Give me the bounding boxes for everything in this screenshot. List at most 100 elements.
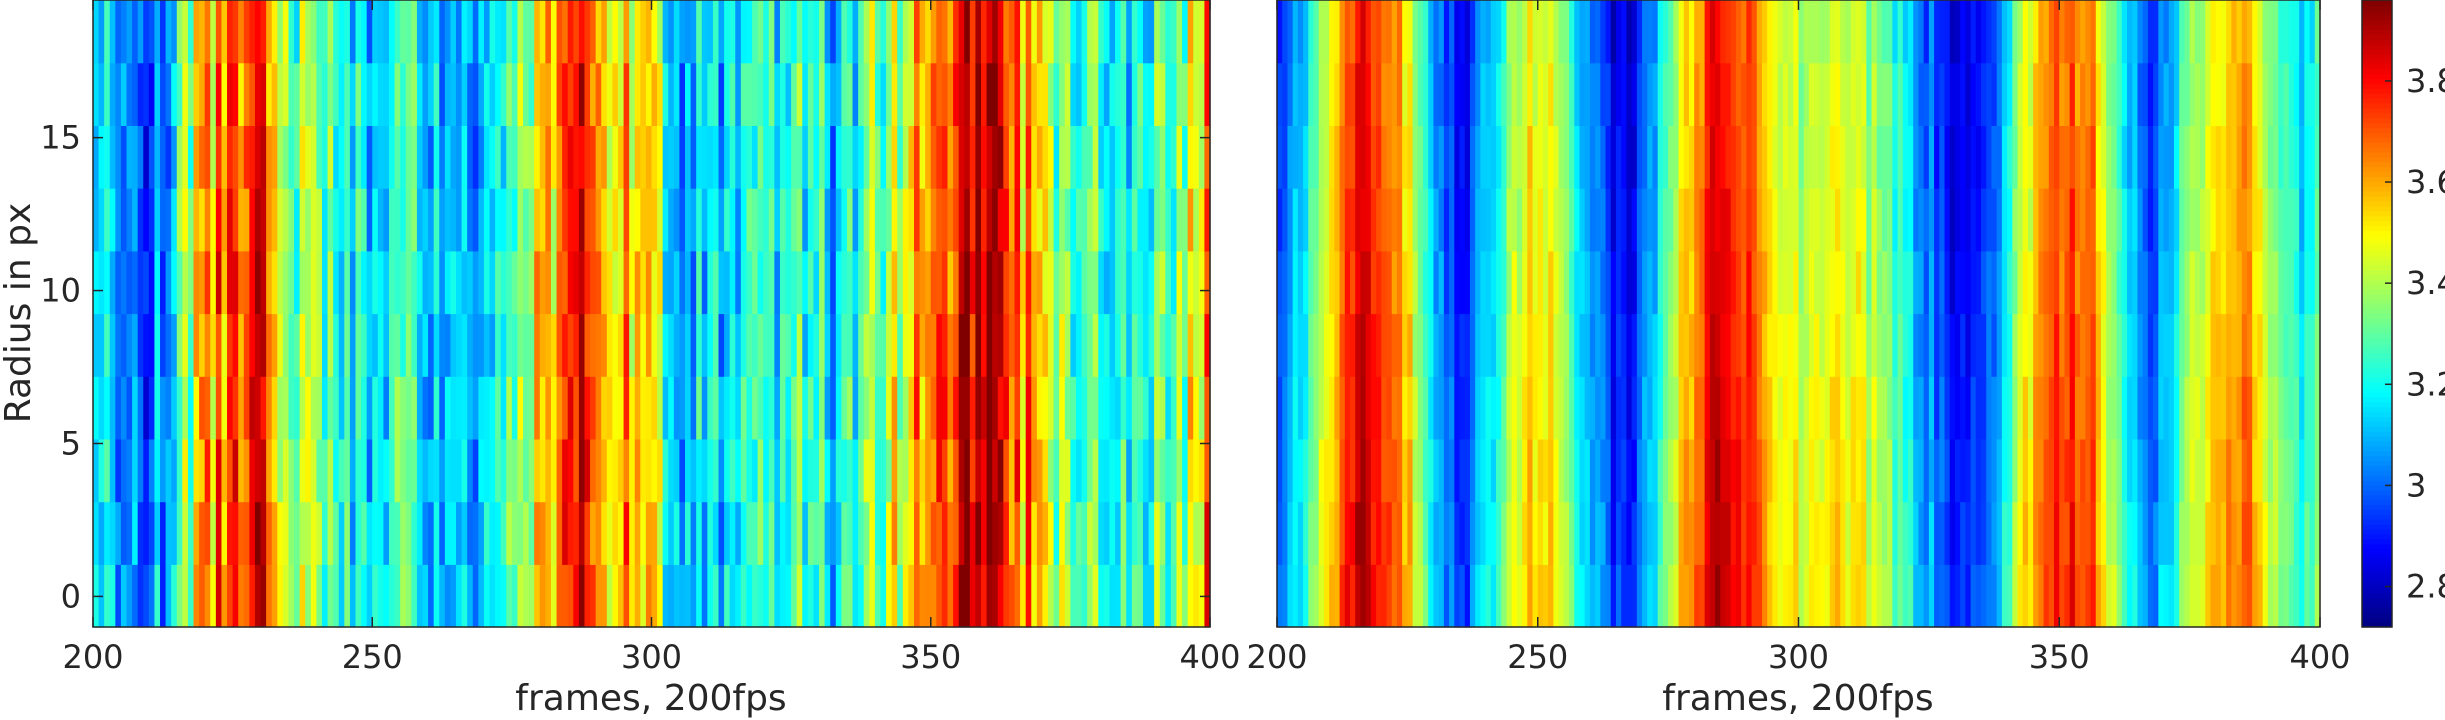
heatmap-cell — [249, 125, 256, 189]
heatmap-cell — [2293, 564, 2300, 628]
heatmap-cell — [1443, 438, 1450, 503]
heatmap-cell — [1131, 250, 1138, 315]
heatmap-cell — [1370, 564, 1377, 628]
heatmap-cell — [612, 313, 619, 377]
heatmap-cell — [567, 62, 574, 126]
heatmap-cell — [796, 0, 803, 64]
heatmap-cell — [1402, 376, 1408, 440]
heatmap-cell — [1652, 62, 1659, 126]
heatmap-cells-left — [93, 0, 1211, 628]
heatmap-cell — [573, 125, 580, 189]
heatmap-cell — [578, 250, 586, 315]
heatmap-cell — [372, 62, 379, 126]
heatmap-cell — [2288, 0, 2295, 64]
heatmap-cell — [1064, 564, 1071, 628]
heatmap-cell — [2033, 376, 2039, 440]
heatmap-cell — [1053, 501, 1060, 565]
heatmap-cell — [1678, 125, 1685, 189]
heatmap-cell — [880, 564, 887, 628]
heatmap-cell — [294, 0, 301, 64]
heatmap-cell — [215, 564, 223, 628]
heatmap-cell — [858, 250, 865, 315]
colorbar-step — [2362, 328, 2392, 334]
heatmap-cell — [1730, 188, 1737, 252]
heatmap-cell — [104, 125, 111, 189]
heatmap-cell — [1840, 564, 1847, 628]
heatmap-cell — [1798, 250, 1805, 315]
heatmap-cell — [2132, 62, 2139, 126]
heatmap-cell — [422, 564, 429, 628]
x-tick-label: 350 — [2029, 638, 2090, 676]
heatmap-cell — [858, 125, 865, 189]
heatmap-cell — [2038, 62, 2045, 126]
heatmap-cell — [1020, 501, 1027, 565]
heatmap-cell — [2252, 0, 2259, 64]
heatmap-cell — [1137, 188, 1144, 252]
heatmap-cell — [1137, 438, 1144, 503]
heatmap-cell — [729, 0, 736, 64]
heatmap-cell — [405, 250, 412, 315]
heatmap-cell — [1720, 0, 1727, 64]
heatmap-cell — [1840, 313, 1847, 377]
heatmap-cell — [634, 250, 641, 315]
colorbar-step — [2362, 230, 2392, 236]
heatmap-cell — [1704, 376, 1711, 440]
heatmap-cell — [2017, 313, 2024, 377]
heatmap-cell — [1475, 501, 1481, 565]
heatmap-cell — [411, 188, 418, 252]
heatmap-cell — [1527, 0, 1534, 64]
colorbar-step — [2362, 244, 2392, 251]
heatmap-cell — [1824, 438, 1831, 503]
heatmap-cell — [1339, 313, 1346, 377]
heatmap-cell — [1610, 313, 1617, 377]
heatmap-cell — [1595, 250, 1601, 315]
heatmap-cell — [327, 564, 334, 628]
heatmap-cell — [651, 125, 658, 189]
heatmap-cell — [2293, 125, 2300, 189]
heatmap-cell — [2262, 0, 2269, 64]
heatmap-cell — [1464, 125, 1471, 189]
heatmap-cell — [2236, 376, 2243, 440]
heatmap-cell — [1767, 125, 1774, 189]
heatmap-cell — [316, 501, 323, 565]
heatmap-cell — [1003, 188, 1010, 252]
heatmap-cell — [1370, 438, 1377, 503]
colorbar-step — [2362, 475, 2392, 481]
heatmap-cell — [623, 250, 630, 315]
heatmap-cell — [1584, 501, 1591, 565]
heatmap-cell — [2027, 250, 2034, 315]
heatmap-cell — [785, 0, 792, 64]
heatmap-cell — [2288, 438, 2295, 503]
heatmap-cell — [986, 0, 993, 64]
heatmap-cell — [2132, 188, 2139, 252]
heatmap-cell — [2059, 125, 2066, 189]
heatmap-cell — [2001, 501, 2008, 565]
heatmap-cell — [1459, 125, 1466, 189]
heatmap-cell — [936, 564, 943, 628]
colorbar-step — [2362, 377, 2392, 383]
heatmap-cell — [1120, 188, 1127, 252]
heatmap-cell — [1282, 62, 1289, 126]
heatmap-cell — [601, 125, 608, 189]
heatmap-cell — [199, 313, 206, 377]
heatmap-cell — [428, 438, 435, 503]
heatmap-cell — [1464, 438, 1471, 503]
heatmap-cell — [908, 250, 915, 315]
heatmap-cell — [830, 438, 837, 503]
heatmap-cell — [1558, 188, 1565, 252]
heatmap-cell — [1746, 438, 1753, 503]
heatmap-cell — [1871, 125, 1878, 189]
heatmap-cell — [456, 0, 463, 64]
heatmap-cell — [1407, 125, 1414, 189]
colorbar-step — [2362, 465, 2392, 471]
heatmap-cell — [249, 376, 256, 440]
heatmap-cell — [2017, 250, 2024, 315]
heatmap-cell — [1064, 313, 1071, 377]
heatmap-cell — [299, 501, 306, 565]
heatmap-cell — [1109, 564, 1116, 628]
heatmap-cell — [1991, 0, 1998, 64]
heatmap-cell — [461, 0, 468, 64]
heatmap-cell — [271, 438, 278, 503]
x-tick-label: 350 — [900, 638, 961, 676]
